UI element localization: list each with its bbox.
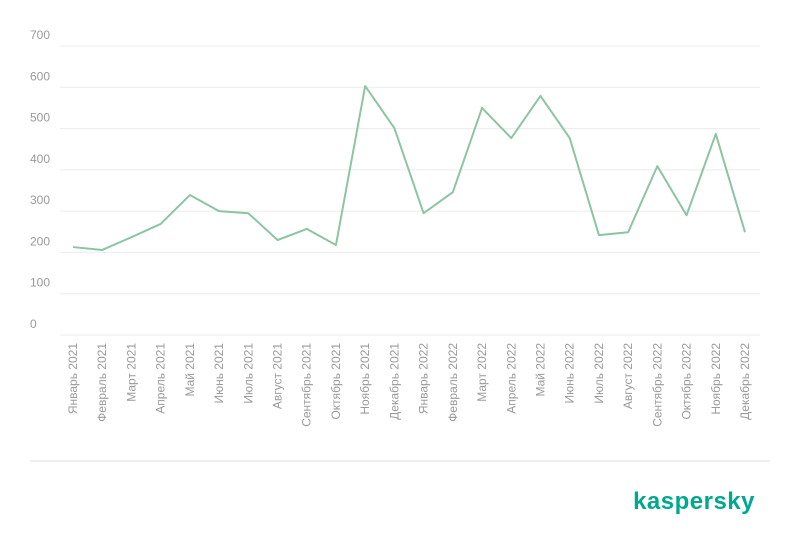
x-tick-label: Март 2021 <box>124 343 138 402</box>
x-tick-label: Сентябрь 2021 <box>300 343 314 427</box>
x-tick-label: Июнь 2022 <box>563 343 577 404</box>
y-tick-label: 400 <box>30 152 50 166</box>
x-tick-label: Декабрь 2022 <box>738 343 752 420</box>
x-tick-label: Февраль 2022 <box>446 343 460 422</box>
x-tick-label: Ноябрь 2022 <box>709 343 723 415</box>
x-tick-label: Октябрь 2022 <box>680 343 694 420</box>
x-tick-label: Май 2022 <box>533 343 547 397</box>
y-tick-label: 200 <box>30 234 50 248</box>
y-tick-label: 700 <box>30 28 50 42</box>
logo: kaspersky <box>633 488 755 515</box>
x-tick-label: Сентябрь 2022 <box>650 343 664 427</box>
x-tick-label: Май 2021 <box>183 343 197 397</box>
y-tick-label: 0 <box>30 317 37 331</box>
x-tick-label: Октябрь 2021 <box>329 343 343 420</box>
y-tick-label: 100 <box>30 276 50 290</box>
x-tick-label: Июль 2021 <box>241 343 255 404</box>
x-tick-label: Апрель 2022 <box>504 343 518 414</box>
x-tick-label: Декабрь 2021 <box>387 343 401 420</box>
x-tick-label: Апрель 2021 <box>154 343 168 414</box>
x-tick-label: Март 2022 <box>475 343 489 402</box>
x-tick-label: Ноябрь 2021 <box>358 343 372 415</box>
y-tick-label: 600 <box>30 69 50 83</box>
x-tick-label: Август 2022 <box>621 343 635 409</box>
x-tick-label: Июнь 2021 <box>212 343 226 404</box>
y-tick-label: 500 <box>30 111 50 125</box>
x-tick-label: Июль 2022 <box>592 343 606 404</box>
x-tick-label: Февраль 2021 <box>95 343 109 422</box>
x-tick-label: Август 2021 <box>271 343 285 409</box>
line <box>72 85 746 251</box>
x-tick-label: Январь 2021 <box>66 343 80 414</box>
y-tick-label: 300 <box>30 193 50 207</box>
x-tick-label: Январь 2022 <box>417 343 431 414</box>
